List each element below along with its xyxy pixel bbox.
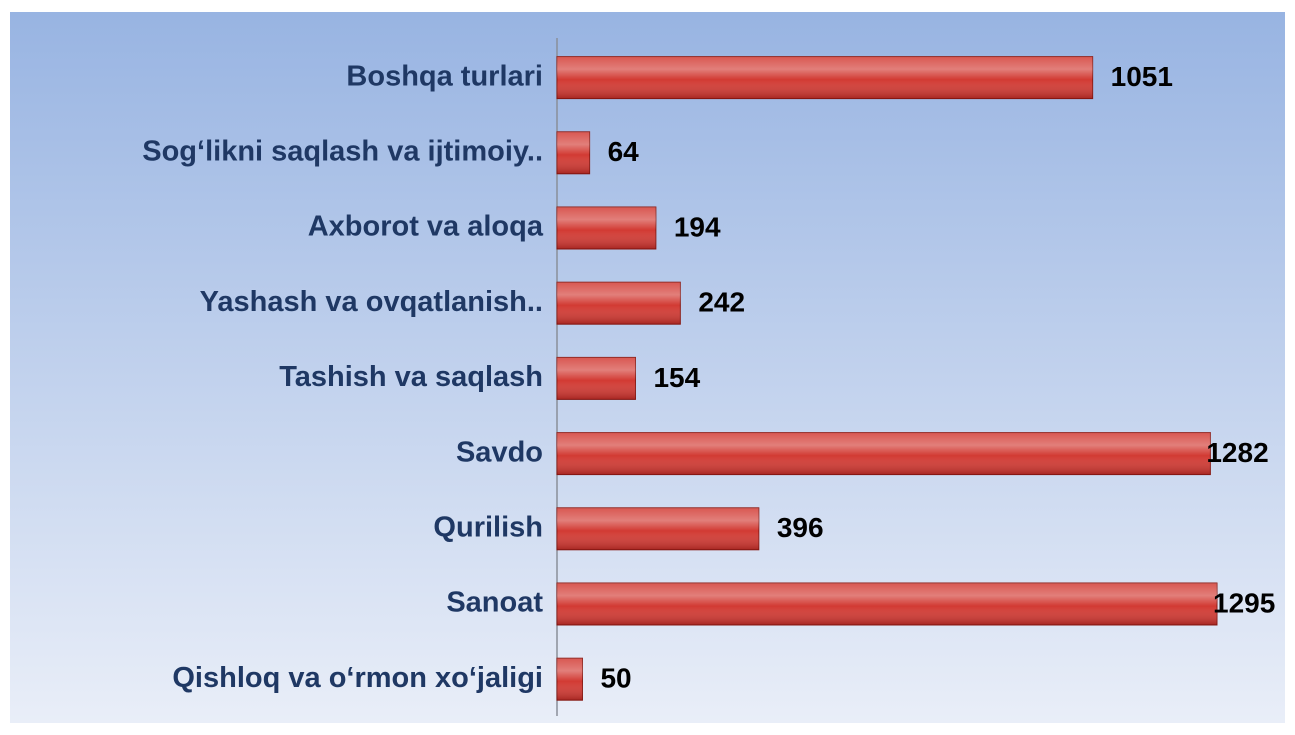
category-label: Savdo [456, 436, 543, 468]
category-label: Qishloq va o‘rmon xo‘jaligi [172, 662, 543, 694]
category-label: Tashish va saqlash [279, 361, 543, 393]
value-label: 154 [653, 362, 700, 393]
value-label: 50 [600, 663, 631, 694]
value-label: 194 [674, 211, 721, 242]
value-label: 64 [608, 136, 640, 167]
bar-highlight [557, 507, 759, 550]
category-label: Qurilish [433, 511, 543, 543]
value-label: 1051 [1111, 61, 1173, 92]
bar-highlight [557, 658, 583, 701]
bar-highlight [557, 282, 681, 325]
category-label: Axborot va aloqa [308, 211, 544, 243]
value-label: 242 [698, 287, 745, 318]
value-label: 1282 [1206, 437, 1268, 468]
category-label: Sanoat [446, 587, 543, 619]
category-label: Sog‘likni saqlash va ijtimoiy.. [142, 135, 543, 167]
bar-highlight [557, 583, 1217, 625]
value-label: 396 [777, 512, 824, 543]
value-label: 1295 [1213, 587, 1275, 618]
bar-highlight [557, 357, 636, 400]
bar-highlight [557, 56, 1093, 99]
category-label: Yashash va ovqatlanish.. [200, 286, 543, 318]
bar-highlight [557, 432, 1211, 475]
bar-highlight [557, 131, 590, 174]
bar-highlight [557, 207, 656, 249]
category-label: Boshqa turlari [346, 60, 543, 92]
